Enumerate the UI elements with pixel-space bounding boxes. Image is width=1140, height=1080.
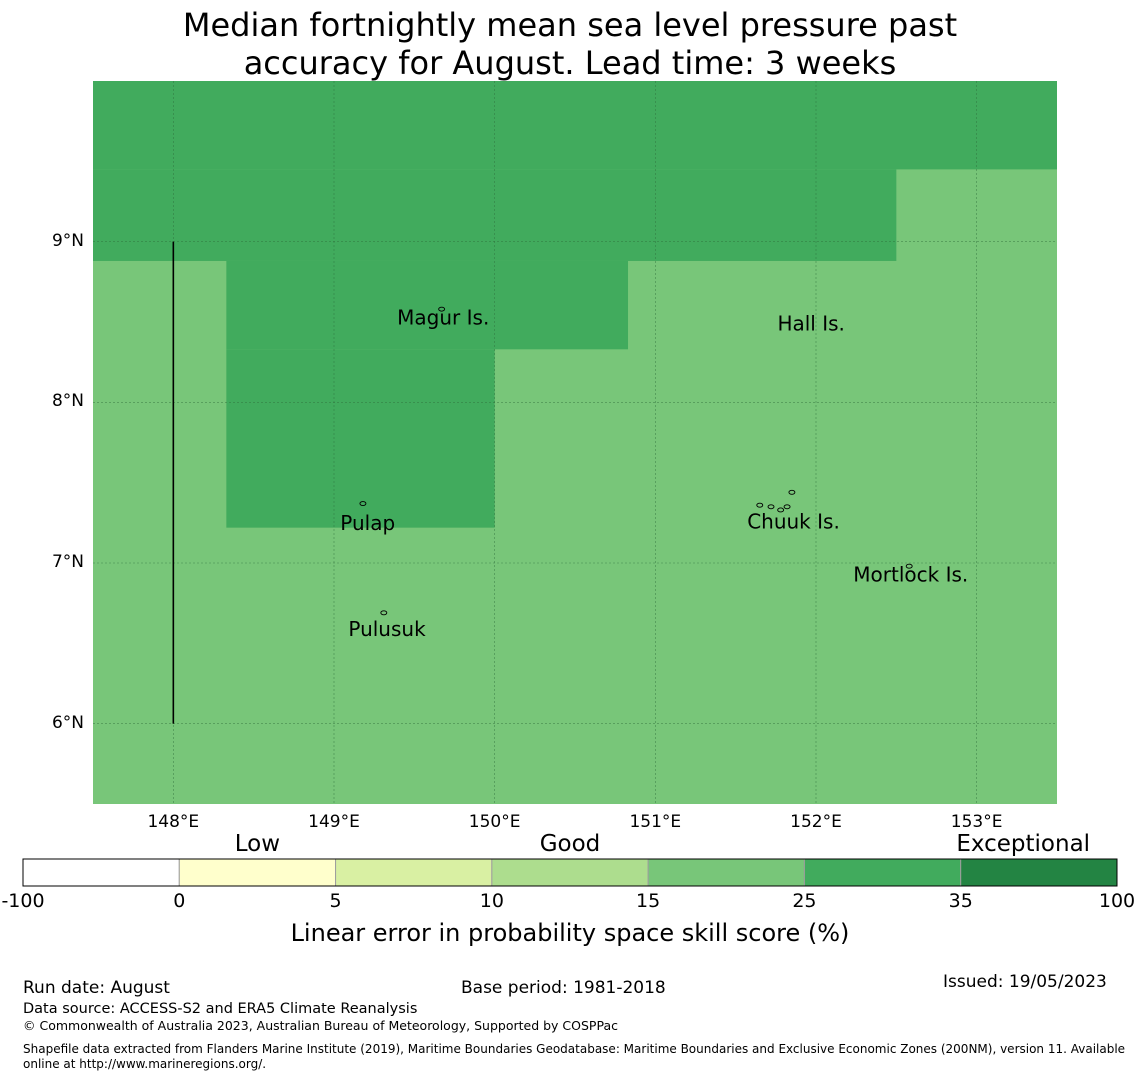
colorbar-segment <box>491 858 649 887</box>
colorbar-tick-label: 5 <box>329 890 342 912</box>
place-label: Hall Is. <box>777 312 844 336</box>
island <box>783 504 791 510</box>
lon-tick-label: 148°E <box>147 812 200 832</box>
colorbar-segment <box>178 858 337 887</box>
colorbar <box>22 858 1118 887</box>
place-label: Pulap <box>340 511 395 535</box>
lon-tick-label: 149°E <box>308 812 360 832</box>
title-line-1: Median fortnightly mean sea level pressu… <box>182 6 958 44</box>
island <box>777 507 785 513</box>
island <box>380 610 388 616</box>
title-line-2: accuracy for August. Lead time: 3 weeks <box>243 44 897 82</box>
base-period: Base period: 1981-2018 <box>461 978 666 998</box>
island-outlines <box>359 306 913 616</box>
place-label: Mortlock Is. <box>853 562 968 586</box>
colorbar-tick-label: 100 <box>1098 890 1136 912</box>
shapefile-credit-line-1: Shapefile data extracted from Flanders M… <box>23 1042 1126 1056</box>
colorbar-category-label: Good <box>539 831 601 857</box>
lon-tick-label: 151°E <box>629 812 682 832</box>
colorbar-category-label: Exceptional <box>956 831 1091 857</box>
colorbar-segment <box>647 858 805 887</box>
island <box>438 306 446 312</box>
issued-date: Issued: 19/05/2023 <box>943 972 1107 992</box>
island <box>767 504 775 510</box>
lon-tick-label: 153°E <box>950 812 1003 832</box>
run-date: Run date: August <box>23 978 170 998</box>
data-source: Data source: ACCESS-S2 and ERA5 Climate … <box>23 1001 418 1017</box>
lon-tick-label: 152°E <box>790 812 842 832</box>
region-1 <box>93 169 897 261</box>
copyright: © Commonwealth of Australia 2023, Austra… <box>23 1018 618 1033</box>
colorbar-category-label: Low <box>234 831 281 857</box>
colorbar-tick-label: 0 <box>173 890 186 912</box>
colorbar-segment <box>22 858 180 887</box>
gridlines <box>93 81 1057 804</box>
region-3 <box>226 349 495 528</box>
colorbar-tick-label: 10 <box>479 890 504 912</box>
place-label: Pulusuk <box>348 617 426 641</box>
colorbar-tick-label: 35 <box>948 890 973 912</box>
island <box>905 563 913 569</box>
shapefile-credit-line-2: online at http://www.marineregions.org/. <box>23 1057 267 1071</box>
colorbar-frame <box>22 858 1118 887</box>
colorbar-tick-label: -100 <box>1 890 45 912</box>
colorbar-segment <box>960 858 1118 887</box>
region-0 <box>93 81 1057 170</box>
lat-tick-label: 7°N <box>51 552 84 572</box>
skill-regions <box>93 81 1057 804</box>
map-title: Median fortnightly mean sea level pressu… <box>0 6 1140 82</box>
colorbar-tick-label: 25 <box>792 890 817 912</box>
colorbar-tick-label: 15 <box>636 890 661 912</box>
lat-tick-label: 6°N <box>51 712 84 733</box>
island <box>359 501 367 507</box>
colorbar-segment <box>335 858 493 887</box>
colorbar-title: Linear error in probability space skill … <box>290 919 850 947</box>
lon-tick-label: 150°E <box>468 812 521 832</box>
lat-tick-label: 9°N <box>51 230 84 251</box>
lat-tick-label: 8°N <box>51 391 84 412</box>
region-2 <box>226 260 629 350</box>
place-label: Magur Is. <box>397 305 489 329</box>
place-labels: Magur Is. Hall Is. Pulap Chuuk Is. Mortlock … <box>340 305 968 641</box>
island <box>788 489 796 495</box>
place-label: Chuuk Is. <box>747 509 840 533</box>
colorbar-segment <box>803 858 962 887</box>
island <box>756 502 764 508</box>
